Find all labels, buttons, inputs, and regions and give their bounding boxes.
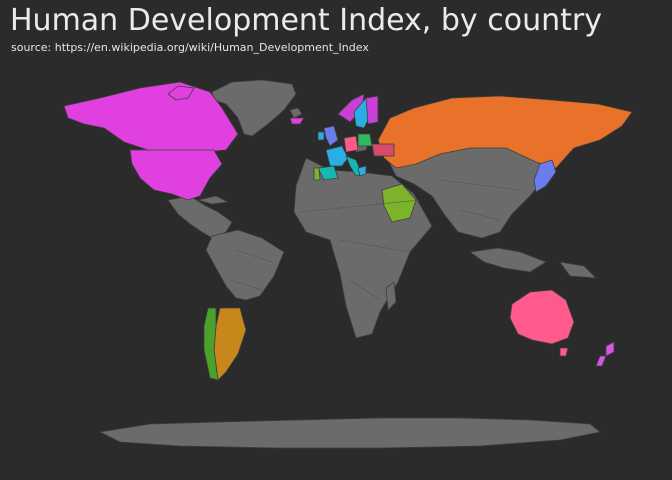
region-greenland — [211, 79, 297, 137]
map-source: source: https://en.wikipedia.org/wiki/Hu… — [11, 41, 369, 54]
region-new-zealand-south — [595, 355, 607, 367]
region-madagascar — [385, 281, 397, 311]
region-chile — [203, 307, 219, 381]
region-spain — [317, 165, 339, 181]
region-australia-tasmania — [559, 347, 569, 357]
region-russia — [377, 95, 633, 169]
region-united-states — [129, 149, 223, 201]
region-portugal — [313, 167, 321, 181]
region-france — [325, 145, 349, 167]
region-indonesia — [469, 247, 547, 273]
region-poland — [357, 133, 373, 147]
region-new-zealand — [605, 341, 615, 357]
region-caribbean — [197, 195, 229, 205]
region-japan — [533, 159, 557, 193]
region-united-kingdom — [323, 125, 339, 147]
region-south-america-north — [205, 229, 285, 301]
region-argentina — [213, 307, 247, 381]
region-canada-islands — [167, 85, 195, 101]
region-africa — [293, 157, 433, 339]
region-new-guinea — [559, 261, 597, 279]
border-africa-lines — [299, 199, 421, 301]
region-antarctica — [99, 417, 601, 449]
region-ukraine — [371, 143, 395, 157]
region-finland — [365, 95, 379, 125]
region-central-america — [167, 195, 233, 239]
map-title: Human Development Index, by country — [10, 3, 602, 38]
region-united-states-alaska-edge — [289, 117, 305, 125]
border-asia-lines — [439, 179, 521, 221]
border-south-america-lines — [229, 249, 273, 291]
region-iceland — [289, 107, 303, 119]
region-greece — [357, 165, 367, 177]
region-germany — [343, 135, 359, 153]
region-ireland — [317, 131, 325, 141]
region-australia — [509, 289, 575, 345]
region-italy — [345, 155, 363, 177]
region-saudi-arabia — [381, 183, 417, 223]
